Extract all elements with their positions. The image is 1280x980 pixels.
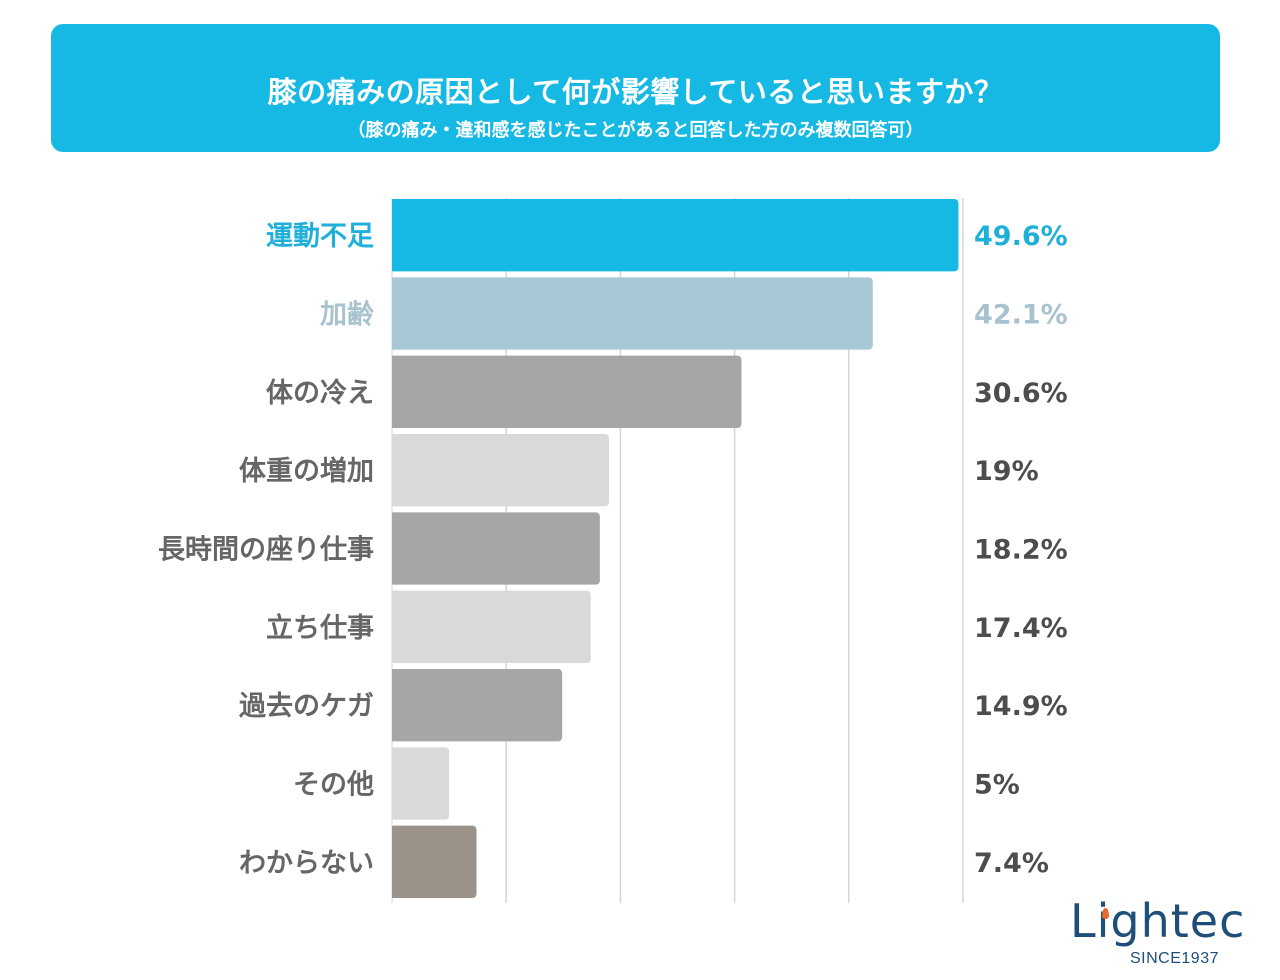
bar xyxy=(392,434,609,507)
bar-left-edge xyxy=(392,747,398,820)
category-label: 立ち仕事 xyxy=(266,612,374,644)
value-label: 30.6% xyxy=(974,378,1068,409)
lightec-logo: Lightec SINCE1937 xyxy=(1070,898,1244,970)
flame-icon xyxy=(1102,908,1109,919)
chart-title: 膝の痛みの原因として何が影響していると思いますか？ xyxy=(267,75,1004,109)
category-label: 長時間の座り仕事 xyxy=(158,534,374,566)
bar xyxy=(392,747,450,820)
chart-subtitle: （膝の痛み・違和感を感じたことがあると回答した方のみ複数回答可） xyxy=(347,120,924,141)
bar xyxy=(392,512,600,585)
category-label: 加齢 xyxy=(320,299,374,331)
bar xyxy=(392,669,563,742)
bar xyxy=(392,199,959,272)
bars xyxy=(392,199,959,898)
category-label: 体の冷え xyxy=(266,378,374,409)
bar-left-edge xyxy=(392,199,398,272)
value-label: 18.2% xyxy=(974,535,1068,566)
value-labels: 49.6% 42.1% 30.6% 19% 18.2% 17.4% 14.9% 5% 7.4% xyxy=(974,221,1068,879)
value-label: 14.9% xyxy=(974,691,1068,722)
value-label: 5% xyxy=(974,770,1020,801)
value-label: 19% xyxy=(974,456,1039,487)
category-label: その他 xyxy=(293,770,374,801)
bar-left-edge xyxy=(392,825,398,898)
category-label: 体重の増加 xyxy=(239,455,374,487)
bar-left-edge xyxy=(392,355,398,428)
chart-header: 膝の痛みの原因として何が影響していると思いますか？ （膝の痛み・違和感を感じたこ… xyxy=(51,24,1220,152)
logo-wordmark: Lightec xyxy=(1070,894,1246,948)
category-label: 運動不足 xyxy=(266,221,374,252)
bar-left-edge xyxy=(392,277,398,350)
category-label: わからない xyxy=(239,848,374,879)
value-label: 17.4% xyxy=(974,613,1068,644)
bar xyxy=(392,590,591,663)
value-label: 7.4% xyxy=(974,848,1049,879)
bar xyxy=(392,277,873,350)
bar-left-edge xyxy=(392,669,398,742)
category-label: 過去のケガ xyxy=(239,691,374,722)
bar-left-edge xyxy=(392,512,398,585)
value-label: 42.1% xyxy=(974,300,1068,331)
bar xyxy=(392,355,742,428)
bar-left-edge xyxy=(392,434,398,507)
logo-tagline: SINCE1937 xyxy=(1130,950,1219,967)
value-label: 49.6% xyxy=(974,221,1068,252)
bar-left-edge xyxy=(392,590,398,663)
bar xyxy=(392,825,477,898)
